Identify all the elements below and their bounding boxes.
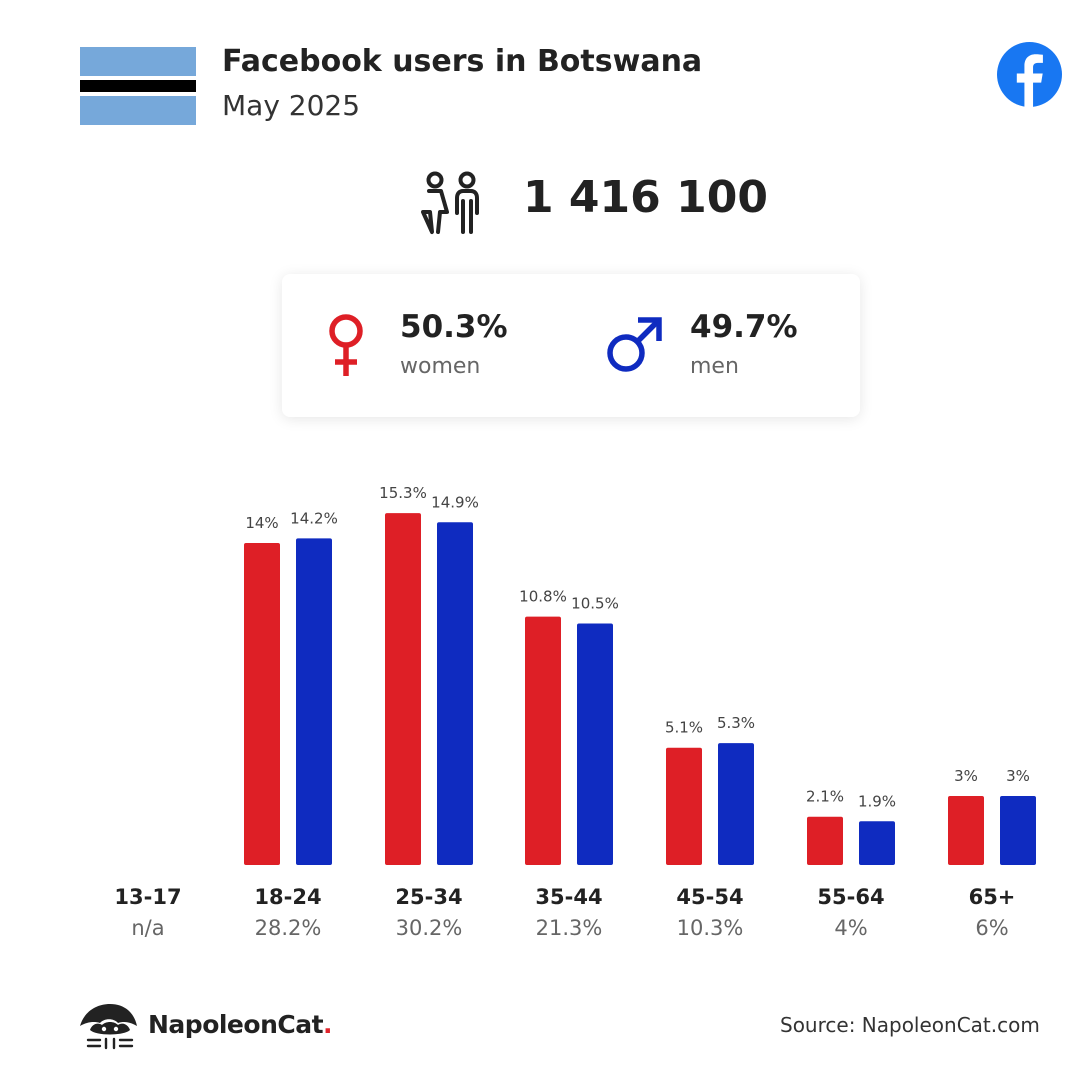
bar-45-54-series-1 <box>666 747 702 865</box>
users-icon <box>421 171 479 234</box>
category-13-17: 13-17 n/a <box>83 885 213 940</box>
category-name: 18-24 <box>254 885 322 909</box>
category-share: n/a <box>131 916 165 940</box>
category-name: 25-34 <box>395 885 463 909</box>
data-label-45-54-series-1: 5.1% <box>665 719 703 737</box>
source-note: Source: NapoleonCat.com <box>780 1013 1040 1037</box>
bar-35-44-series-2 <box>577 623 613 865</box>
bar-25-34-series-1 <box>385 513 421 865</box>
category-18-24: 18-24 28.2% <box>223 885 353 940</box>
data-label-65+-series-1: 3% <box>954 767 978 785</box>
brand-name[interactable]: NapoleonCat. <box>148 1010 333 1039</box>
age-gender-bar-chart: 14% 14.2% 15.3%14.9% 10.8% 10.5% 5.1% 5.3% 2.1%… <box>244 484 1036 865</box>
category-65-plus: 65+ 6% <box>927 885 1057 940</box>
category-name: 35-44 <box>535 885 603 909</box>
bar-18-24-series-2 <box>296 538 332 865</box>
category-name: 55-64 <box>817 885 885 909</box>
men-label: men <box>690 354 739 379</box>
data-label-45-54-series-2: 5.3% <box>717 714 755 732</box>
category-45-54: 45-54 10.3% <box>645 885 775 940</box>
category-35-44: 35-44 21.3% <box>504 885 634 940</box>
women-label: women <box>400 354 481 379</box>
data-label-25-34-series-2: 14.9% <box>431 493 479 511</box>
female-icon <box>329 314 363 376</box>
data-label-35-44-series-2: 10.5% <box>571 595 619 613</box>
category-share: 28.2% <box>254 916 322 940</box>
napoleoncat-logo-icon[interactable] <box>78 1000 140 1052</box>
category-55-64: 55-64 4% <box>786 885 916 940</box>
brand-name-text: NapoleonCat <box>148 1010 324 1039</box>
category-name: 45-54 <box>676 885 744 909</box>
bar-65+-series-1 <box>948 796 984 865</box>
bar-55-64-series-2 <box>859 821 895 865</box>
data-label-35-44-series-1: 10.8% <box>519 588 567 606</box>
botswana-flag-icon <box>80 47 196 125</box>
page-title: Facebook users in Botswana <box>222 44 703 79</box>
category-name: 13-17 <box>114 885 182 909</box>
data-label-25-34-series-1: 15.3% <box>379 484 427 502</box>
brand-dot: . <box>323 1010 333 1039</box>
page-subtitle: May 2025 <box>222 89 361 122</box>
category-share: 21.3% <box>535 916 603 940</box>
gender-card <box>282 274 860 417</box>
data-label-55-64-series-2: 1.9% <box>858 792 896 810</box>
data-label-18-24-series-2: 14.2% <box>290 509 338 527</box>
category-name: 65+ <box>968 885 1016 909</box>
total-users-value: 1 416 100 <box>523 172 768 223</box>
bar-65+-series-2 <box>1000 796 1036 865</box>
bar-55-64-series-1 <box>807 816 843 865</box>
bar-18-24-series-1 <box>244 543 280 865</box>
bar-35-44-series-1 <box>525 616 561 865</box>
data-label-65+-series-2: 3% <box>1006 767 1030 785</box>
data-label-18-24-series-1: 14% <box>245 514 278 532</box>
bar-45-54-series-2 <box>718 743 754 865</box>
data-label-55-64-series-1: 2.1% <box>806 788 844 806</box>
bar-25-34-series-2 <box>437 522 473 865</box>
category-share: 4% <box>834 916 868 940</box>
men-percent: 49.7% <box>690 309 798 345</box>
category-share: 6% <box>975 916 1009 940</box>
facebook-icon[interactable] <box>997 42 1062 107</box>
category-25-34: 25-34 30.2% <box>364 885 494 940</box>
women-percent: 50.3% <box>400 309 508 345</box>
category-share: 30.2% <box>395 916 463 940</box>
category-share: 10.3% <box>676 916 744 940</box>
male-icon <box>607 317 662 372</box>
